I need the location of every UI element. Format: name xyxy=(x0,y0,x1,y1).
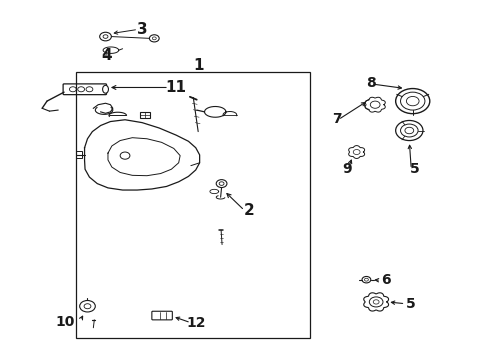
Text: 7: 7 xyxy=(332,112,341,126)
Text: 2: 2 xyxy=(244,203,254,218)
Text: 9: 9 xyxy=(342,162,351,176)
Text: 5: 5 xyxy=(409,162,419,176)
Ellipse shape xyxy=(102,85,108,93)
Text: 1: 1 xyxy=(193,58,203,73)
Text: 6: 6 xyxy=(380,273,390,287)
Text: 3: 3 xyxy=(137,22,147,37)
Text: 11: 11 xyxy=(165,80,186,95)
Text: 10: 10 xyxy=(56,315,75,329)
Bar xyxy=(76,151,82,158)
Text: 12: 12 xyxy=(185,316,205,330)
Text: 8: 8 xyxy=(366,76,375,90)
Bar xyxy=(76,72,310,338)
Text: 4: 4 xyxy=(102,48,112,63)
Text: 5: 5 xyxy=(405,297,414,311)
Bar xyxy=(140,112,150,118)
